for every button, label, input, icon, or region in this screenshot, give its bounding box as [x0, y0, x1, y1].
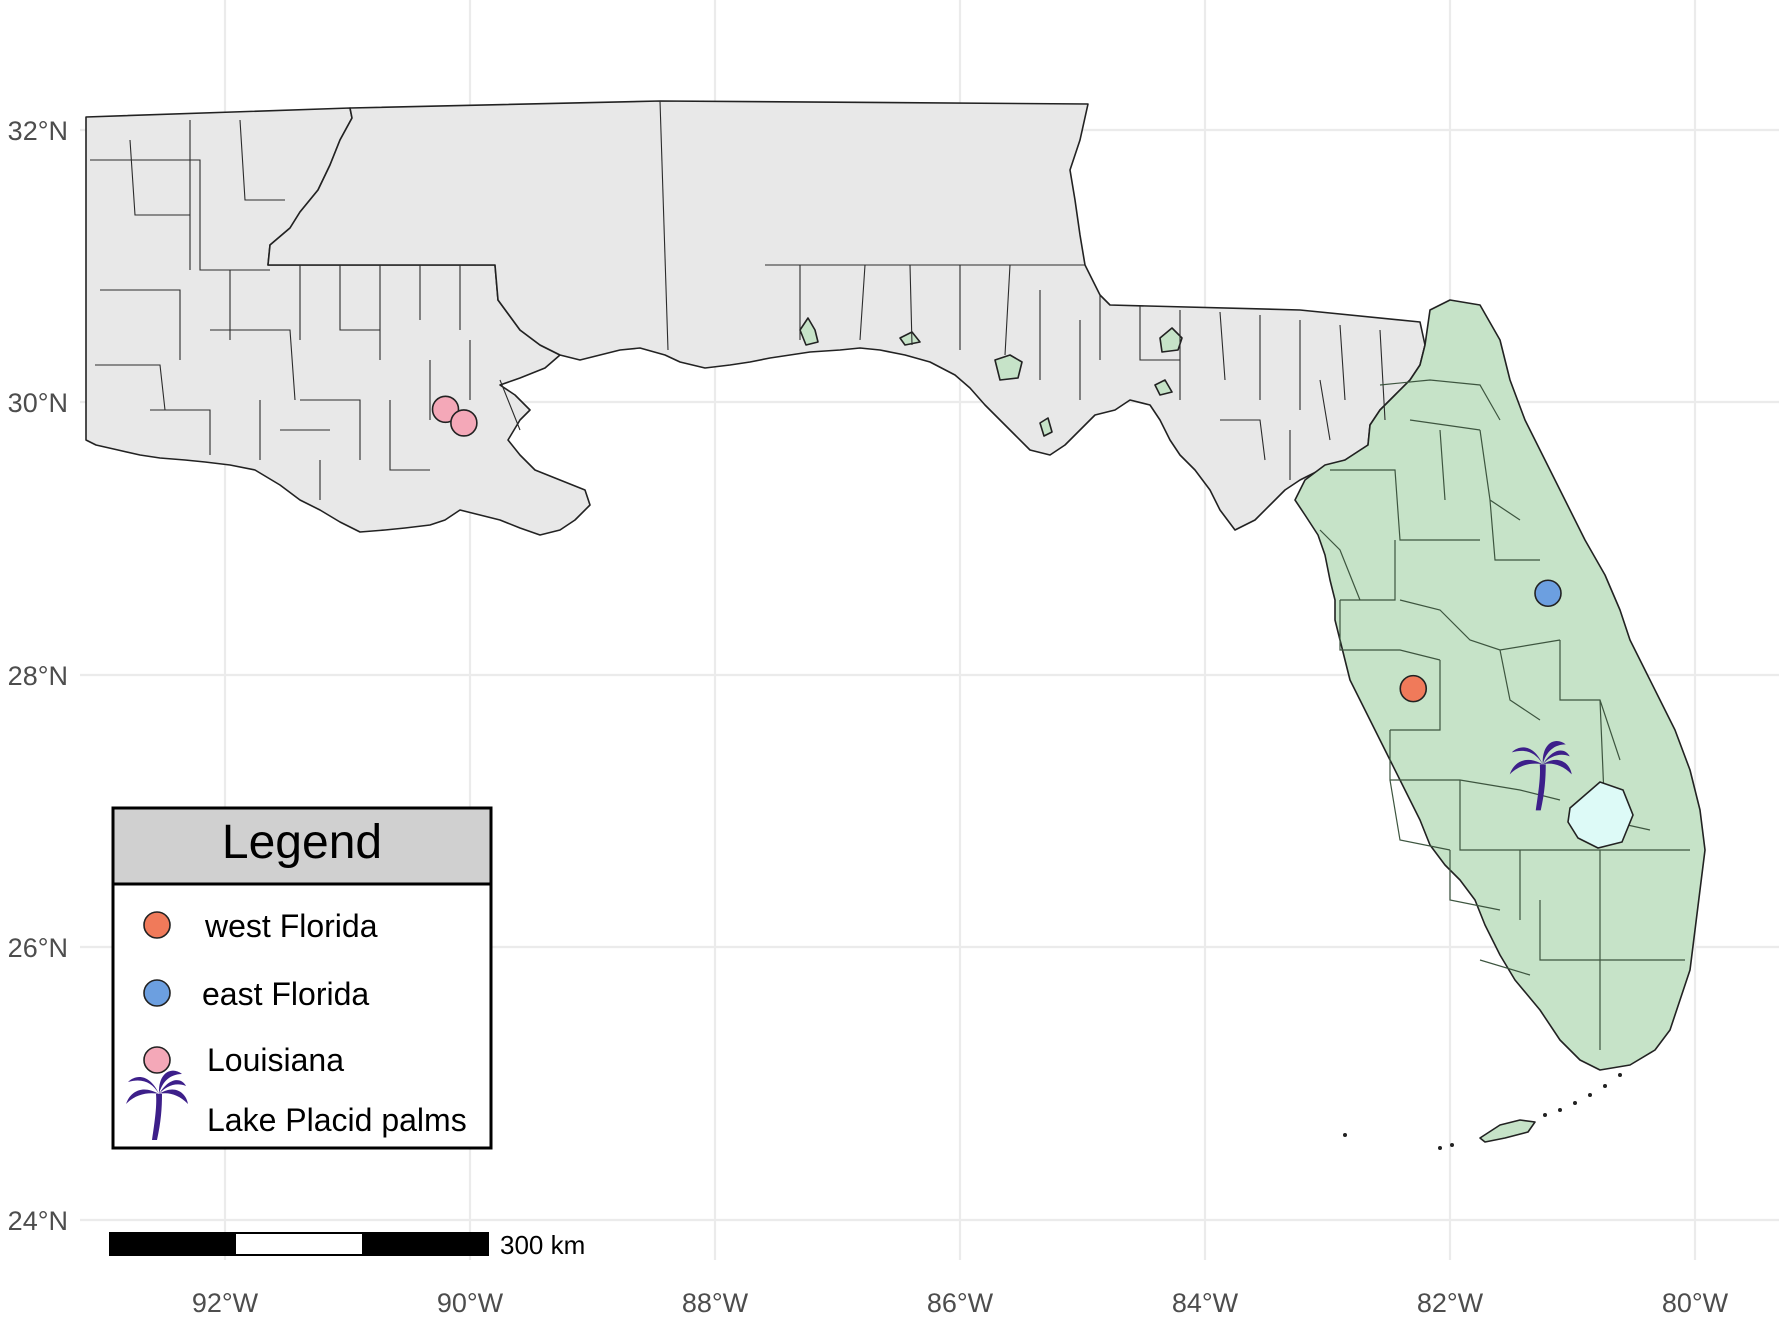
florida-keys-dots: [1343, 1073, 1622, 1150]
sample-point: [1399, 674, 1428, 703]
lon-tick-label: 90°W: [437, 1288, 504, 1318]
panhandle-patch: [1154, 379, 1173, 396]
lat-tick-label: 28°N: [8, 661, 68, 691]
legend-palm-icon: [126, 1070, 188, 1140]
legend-label: west Florida: [204, 908, 378, 944]
lon-tick-label: 82°W: [1417, 1288, 1484, 1318]
lat-tick-label: 24°N: [8, 1206, 68, 1236]
lat-tick-label: 32°N: [8, 116, 68, 146]
lat-axis-labels: 32°N 30°N 28°N 26°N 24°N: [8, 116, 68, 1236]
scale-bar: 300 km: [109, 1230, 585, 1260]
palm-icon: [1509, 740, 1572, 811]
panhandle-patch: [899, 331, 921, 346]
florida-peninsula-range: [1294, 299, 1706, 1071]
lat-tick-label: 30°N: [8, 388, 68, 418]
panhandle-patch: [1039, 417, 1053, 437]
legend: Legend west Florida east Florida Louisia…: [111, 806, 493, 1150]
florida-keys-range: [1479, 1119, 1536, 1143]
legend-label: Lake Placid palms: [207, 1102, 467, 1138]
lon-tick-label: 80°W: [1662, 1288, 1729, 1318]
lon-tick-label: 88°W: [682, 1288, 749, 1318]
sample-points: [431, 395, 1562, 703]
scale-bar-label: 300 km: [500, 1230, 585, 1260]
lon-tick-label: 86°W: [927, 1288, 994, 1318]
legend-marker-west-florida: [143, 911, 171, 939]
legend-title: Legend: [222, 816, 382, 869]
panhandle-patch: [994, 354, 1023, 381]
legend-label: east Florida: [202, 976, 369, 1012]
sample-point: [1534, 579, 1562, 608]
lat-tick-label: 26°N: [8, 933, 68, 963]
legend-label: Louisiana: [207, 1042, 344, 1078]
legend-marker-east-florida: [143, 979, 171, 1007]
lon-tick-label: 84°W: [1172, 1288, 1239, 1318]
sample-point: [450, 409, 478, 437]
legend-marker-louisiana: [143, 1046, 171, 1074]
panhandle-patch: [799, 317, 819, 346]
green-range: [799, 299, 1706, 1143]
county-lines-florida: [1319, 379, 1690, 1050]
lake-okeechobee: [1567, 781, 1634, 849]
sample-point: [431, 395, 460, 424]
grey-land: [85, 100, 1426, 536]
county-lines: [90, 100, 1386, 500]
lon-axis-labels: 92°W 90°W 88°W 86°W 84°W 82°W 80°W: [192, 1288, 1729, 1318]
lon-tick-label: 92°W: [192, 1288, 259, 1318]
